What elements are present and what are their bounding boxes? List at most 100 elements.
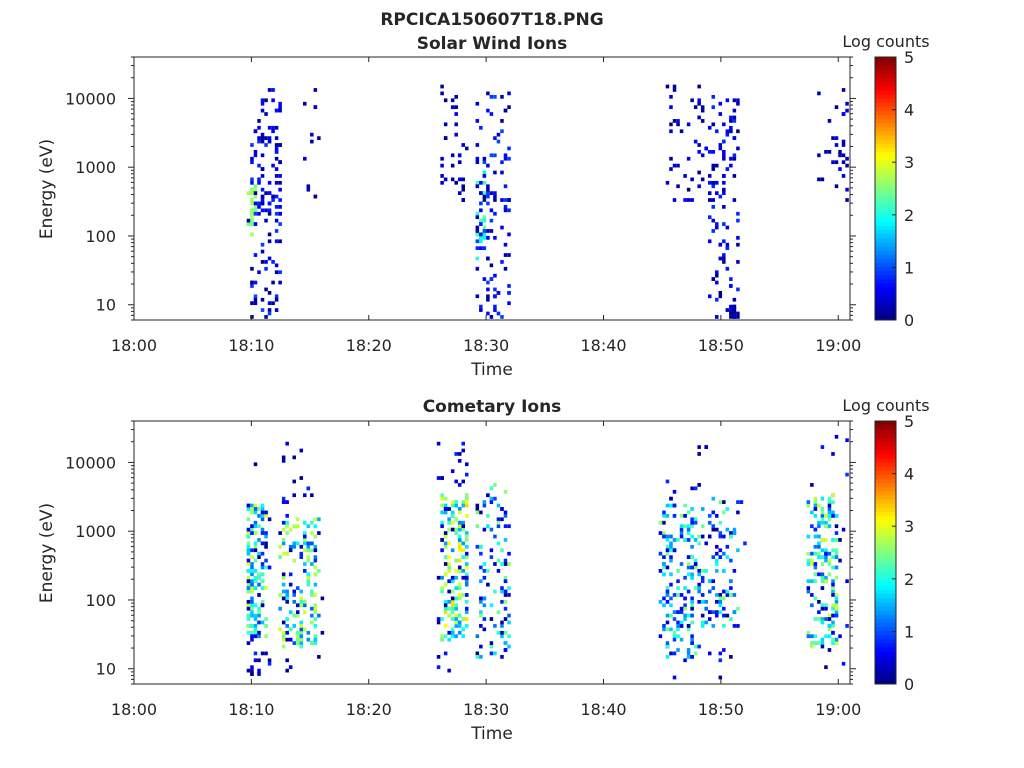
- heatmap-cell: [824, 538, 828, 542]
- heatmap-cell: [669, 548, 673, 553]
- heatmap-cell: [725, 246, 730, 251]
- heatmap-cell: [700, 108, 705, 113]
- heatmap-cell: [503, 562, 508, 566]
- heatmap-cell: [500, 589, 504, 594]
- heatmap-cell: [736, 218, 740, 223]
- heatmap-cell: [831, 555, 835, 559]
- heatmap-cell: [711, 184, 716, 189]
- heatmap-cell: [479, 654, 483, 659]
- heatmap-cell: [662, 565, 666, 570]
- heatmap-cell: [461, 520, 465, 525]
- heatmap-cell: [443, 510, 448, 515]
- heatmap-cell: [253, 211, 258, 216]
- heatmap-cell: [503, 617, 508, 621]
- heatmap-cell: [507, 586, 511, 590]
- heatmap-cell: [834, 555, 839, 559]
- colorbar-segment: [875, 593, 896, 599]
- heatmap-cell: [697, 586, 701, 590]
- heatmap-cell: [676, 624, 680, 628]
- heatmap-cell: [711, 524, 716, 529]
- heatmap-cell: [313, 88, 318, 92]
- heatmap-cell: [443, 562, 448, 566]
- heatmap-cell: [718, 520, 723, 525]
- heatmap-cell: [454, 613, 458, 618]
- heatmap-cell: [450, 513, 455, 518]
- heatmap-cell: [281, 630, 286, 635]
- heatmap-cell: [313, 194, 318, 199]
- heatmap-cell: [457, 593, 462, 597]
- heatmap-cell: [503, 630, 508, 635]
- heatmap-cell: [450, 603, 455, 608]
- heatmap-cell: [676, 538, 680, 542]
- heatmap-cell: [827, 627, 832, 632]
- heatmap-cell: [246, 624, 251, 628]
- heatmap-cell: [253, 149, 258, 154]
- heatmap-cell: [669, 496, 673, 501]
- heatmap-cell: [831, 586, 835, 590]
- heatmap-cell: [838, 153, 842, 158]
- heatmap-cell: [250, 510, 254, 515]
- heatmap-cell: [250, 201, 254, 206]
- heatmap-cell: [440, 538, 444, 542]
- heatmap-cell: [253, 651, 258, 656]
- heatmap-cell: [686, 589, 691, 594]
- heatmap-cell: [260, 208, 265, 213]
- heatmap-cell: [250, 211, 254, 216]
- colorbar-label: Log counts: [842, 396, 929, 415]
- heatmap-cell: [834, 184, 839, 189]
- heatmap-cell: [693, 520, 698, 525]
- heatmap-cell: [736, 211, 740, 216]
- heatmap-cell: [707, 191, 712, 195]
- heatmap-cell: [317, 654, 321, 659]
- heatmap-cell: [700, 534, 705, 539]
- heatmap-cell: [496, 311, 501, 316]
- colorbar-segment: [875, 155, 896, 161]
- heatmap-cell: [246, 191, 251, 195]
- heatmap-cell: [250, 266, 254, 271]
- heatmap-cell: [457, 177, 462, 182]
- heatmap-cell: [440, 634, 444, 639]
- colorbar-segment: [875, 634, 896, 640]
- heatmap-cell: [718, 610, 723, 615]
- heatmap-cell: [489, 603, 494, 608]
- heatmap-cell: [686, 187, 691, 192]
- heatmap-cell: [503, 205, 508, 209]
- heatmap-cell: [313, 105, 318, 110]
- heatmap-cell: [697, 84, 701, 89]
- heatmap-cell: [493, 170, 497, 175]
- heatmap-cell: [690, 634, 694, 639]
- colorbar-tick-label: 0: [904, 675, 914, 694]
- heatmap-cell: [711, 527, 716, 532]
- heatmap-cell: [669, 651, 673, 656]
- heatmap-cell: [482, 156, 487, 161]
- heatmap-cell: [260, 101, 265, 106]
- heatmap-cell: [686, 627, 691, 632]
- heatmap-cell: [725, 507, 730, 511]
- heatmap-cell: [278, 143, 282, 147]
- heatmap-cell: [658, 599, 663, 604]
- heatmap-cell: [457, 565, 462, 570]
- heatmap-cell: [303, 548, 307, 553]
- heatmap-cell: [246, 603, 251, 608]
- heatmap-cell: [715, 280, 719, 285]
- heatmap-cell: [813, 527, 818, 532]
- heatmap-cell: [475, 507, 480, 511]
- heatmap-cell: [440, 476, 444, 480]
- heatmap-cell: [486, 287, 490, 292]
- heatmap-cell: [729, 163, 733, 168]
- heatmap-cell: [264, 541, 268, 546]
- heatmap-cell: [725, 544, 730, 549]
- heatmap-cell: [465, 610, 469, 615]
- heatmap-cell: [496, 139, 501, 144]
- heatmap-cell: [697, 599, 701, 604]
- heatmap-cell: [278, 239, 282, 244]
- heatmap-cell: [831, 593, 835, 597]
- heatmap-cell: [722, 156, 726, 161]
- heatmap-cell: [257, 507, 261, 511]
- heatmap-cell: [257, 524, 261, 529]
- heatmap-cell: [246, 218, 251, 223]
- heatmap-cell: [500, 654, 504, 659]
- colorbar-tick-label: 0: [904, 311, 914, 330]
- heatmap-cell: [264, 534, 268, 539]
- heatmap-cell: [810, 579, 814, 584]
